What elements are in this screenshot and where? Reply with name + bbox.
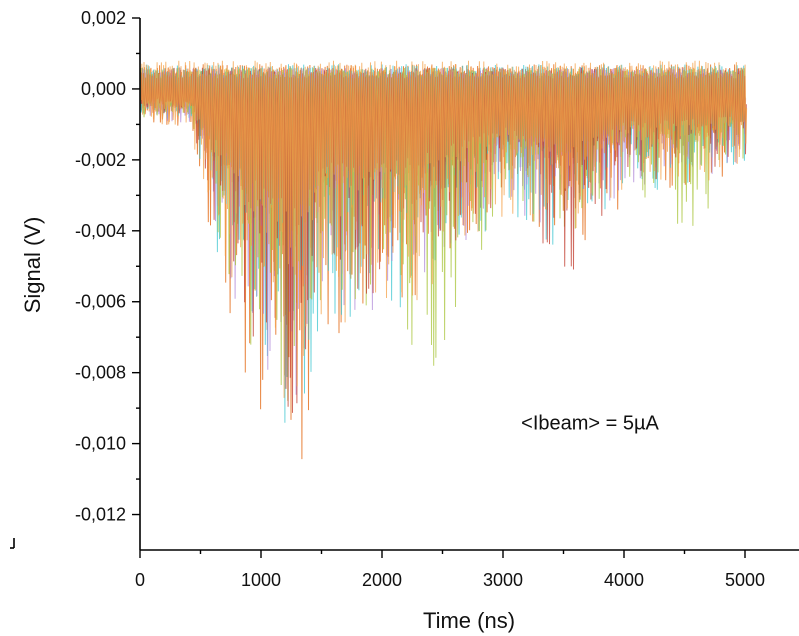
y-tick-label: -0,002 bbox=[75, 150, 126, 170]
beam-current-annotation: <Ibeam> = 5µA bbox=[521, 412, 659, 434]
y-tick-label: -0,008 bbox=[75, 363, 126, 383]
y-tick-label: -0,004 bbox=[75, 221, 126, 241]
y-tick-label: 0,002 bbox=[81, 8, 126, 28]
x-tick-label: 3000 bbox=[483, 570, 523, 590]
x-ticks-group: 0 1000 2000 3000 4000 5000 bbox=[135, 550, 765, 590]
signal-trace-6 bbox=[141, 60, 748, 398]
y-tick-label: 0,000 bbox=[81, 79, 126, 99]
x-tick-label: 4000 bbox=[604, 570, 644, 590]
y-tick-label: -0,010 bbox=[75, 434, 126, 454]
y-axis-title: Signal (V) bbox=[20, 217, 45, 314]
x-tick-label: 1000 bbox=[241, 570, 281, 590]
x-tick-label: 0 bbox=[135, 570, 145, 590]
x-tick-label: 2000 bbox=[362, 570, 402, 590]
y-tick-label: -0,012 bbox=[75, 505, 126, 525]
x-tick-label: 5000 bbox=[725, 570, 765, 590]
y-tick-label: -0,006 bbox=[75, 292, 126, 312]
axes-group bbox=[10, 18, 799, 551]
x-axis-title: Time (ns) bbox=[423, 608, 515, 633]
y-ticks-group: 0,002 0,000 -0,002 -0,004 -0,006 -0,008 -0,010… bbox=[75, 8, 140, 525]
traces-group bbox=[139, 60, 748, 460]
